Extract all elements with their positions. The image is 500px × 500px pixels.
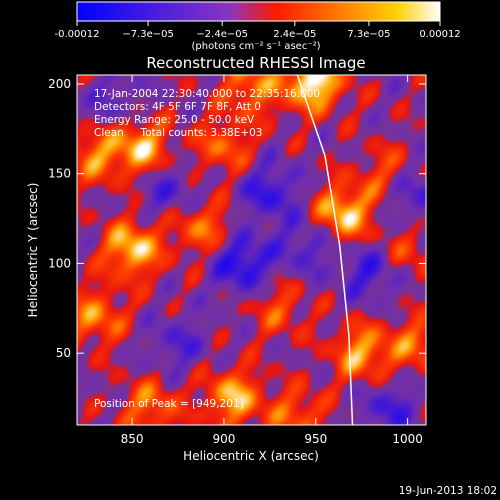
plot-area: 850 900 950 1000 50 100 150 200 17-Jan-2004 22… — [48, 74, 427, 446]
solar-limb-line — [296, 75, 354, 425]
annotation-clean-counts: Clean Total counts: 3.38E+03 — [94, 127, 263, 139]
x-tick-label: 1000 — [392, 432, 423, 446]
annotation-detectors: Detectors: 4F 5F 6F 7F 8F, Att 0 — [94, 101, 261, 113]
colorbar-tick-label: −2.4e−05 — [196, 29, 248, 40]
x-tick-label: 850 — [121, 432, 144, 446]
colorbar-unit-label: (photons cm⁻² s⁻¹ asec⁻²) — [191, 41, 320, 52]
x-axis-ticks: 850 900 950 1000 — [121, 75, 423, 446]
x-tick-label: 950 — [304, 432, 327, 446]
y-tick-label: 150 — [48, 167, 71, 181]
colorbar-tick-label: -0.00012 — [55, 29, 100, 40]
generation-timestamp: 19-Jun-2013 18:02 — [399, 485, 497, 497]
y-tick-label: 100 — [48, 256, 71, 270]
colorbar-gradient — [76, 1, 441, 22]
colorbar-tick-label: −7.3e−05 — [122, 29, 174, 40]
y-tick-label: 50 — [56, 346, 71, 360]
annotation-energy-range: Energy Range: 25.0 - 50.0 keV — [94, 114, 255, 126]
y-axis-label: Heliocentric Y (arcsec) — [26, 183, 40, 318]
chart-title: Reconstructed RHESSI Image — [146, 54, 365, 72]
peak-position-label: Position of Peak = [949,201] — [94, 398, 244, 410]
colorbar: -0.00012 −7.3e−05 −2.4e−05 2.4e−05 7.3e−05 0.… — [55, 1, 461, 52]
annotation-time-range: 17-Jan-2004 22:30:40.000 to 22:35:16.000 — [94, 88, 320, 100]
colorbar-tick-label: 0.00012 — [419, 29, 460, 40]
observation-annotations: 17-Jan-2004 22:30:40.000 to 22:35:16.000… — [94, 88, 320, 410]
x-axis-label: Heliocentric X (arcsec) — [183, 449, 319, 463]
colorbar-ticks: -0.00012 −7.3e−05 −2.4e−05 2.4e−05 7.3e−05 0.… — [55, 21, 461, 40]
colorbar-tick-label: 7.3e−05 — [347, 29, 390, 40]
colorbar-tick-label: 2.4e−05 — [273, 29, 316, 40]
y-axis-ticks: 50 100 150 200 — [48, 77, 426, 360]
plot-frame — [76, 74, 427, 426]
x-tick-label: 900 — [212, 432, 235, 446]
heatmap-image — [77, 75, 426, 425]
y-tick-label: 200 — [48, 77, 71, 91]
